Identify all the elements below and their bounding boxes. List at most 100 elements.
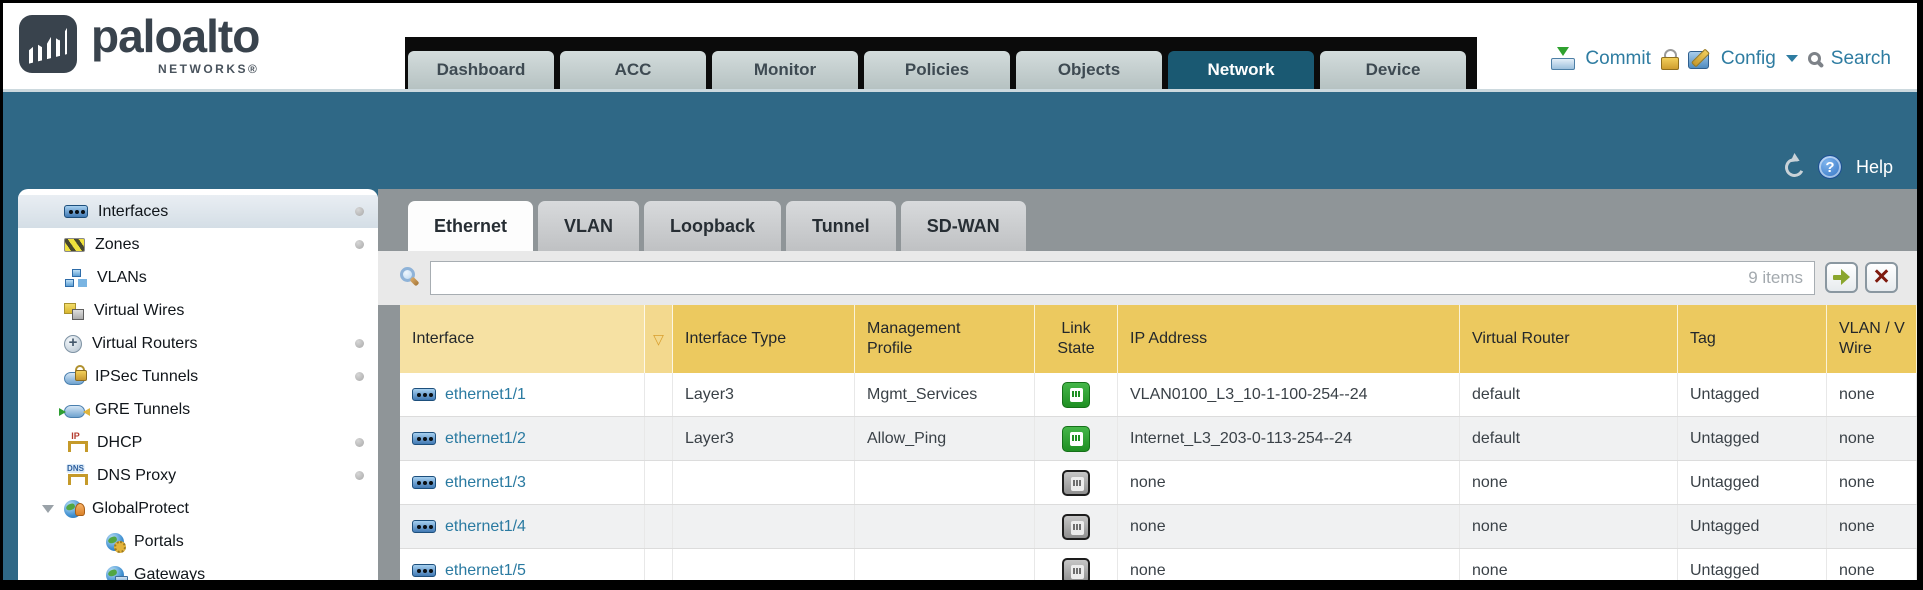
tab-objects[interactable]: Objects xyxy=(1016,51,1162,89)
column-header-linkstate[interactable]: Link State xyxy=(1035,305,1118,373)
sidebar-item-portals[interactable]: Portals xyxy=(18,525,378,558)
apply-filter-button[interactable] xyxy=(1825,262,1858,293)
interface-type-cell xyxy=(673,505,855,548)
interface-link[interactable]: ethernet1/3 xyxy=(445,473,526,491)
table-row-ethernet1-4[interactable]: ethernet1/4 none none Untagged none xyxy=(400,505,1917,549)
column-header-vlan-vwire[interactable]: VLAN / V Wire xyxy=(1827,305,1917,373)
dhcp-icon xyxy=(64,433,88,452)
management-profile-cell xyxy=(855,461,1035,504)
column-label: Link xyxy=(1061,320,1091,337)
table-row-ethernet1-5[interactable]: ethernet1/5 none none Untagged none xyxy=(400,549,1917,580)
interface-type-cell xyxy=(673,549,855,580)
subtab-label: Loopback xyxy=(670,215,756,236)
help-icon[interactable]: ? xyxy=(1817,155,1842,179)
subtab-vlan[interactable]: VLAN xyxy=(538,201,640,251)
config-link[interactable]: Config xyxy=(1720,47,1776,69)
ip-address-cell: none xyxy=(1118,549,1460,580)
sidebar-item-gre-tunnels[interactable]: GRE Tunnels xyxy=(18,393,378,426)
sort-triangle-icon: ▽ xyxy=(653,330,664,347)
table-row-ethernet1-1[interactable]: ethernet1/1 Layer3 Mgmt_Services VLAN0100_L… xyxy=(400,373,1917,417)
column-header-managementprofile[interactable]: Management Profile xyxy=(855,305,1035,373)
subtab-label: SD-WAN xyxy=(926,215,1000,236)
interface-cell: ethernet1/5 xyxy=(400,549,645,580)
interface-link[interactable]: ethernet1/5 xyxy=(445,561,526,579)
interface-cell: ethernet1/3 xyxy=(400,461,645,504)
status-dot xyxy=(355,240,364,249)
column-label-line2: Profile xyxy=(867,340,913,357)
management-profile-cell: Mgmt_Services xyxy=(855,373,1035,416)
sidebar-item-globalprotect[interactable]: GlobalProtect xyxy=(18,492,378,525)
column-header-interface-type[interactable]: Interface Type xyxy=(673,305,855,373)
link-state-cell xyxy=(1035,417,1118,460)
sidebar-item-label: GRE Tunnels xyxy=(95,400,191,418)
commit-link[interactable]: Commit xyxy=(1585,47,1651,69)
virtual-router-cell: default xyxy=(1460,417,1678,460)
column-label: Tag xyxy=(1690,330,1716,347)
sidebar-item-gateways[interactable]: Gateways xyxy=(18,558,378,580)
sidebar-item-virtual-routers[interactable]: Virtual Routers xyxy=(18,327,378,360)
ethernet-interface-icon xyxy=(412,388,436,401)
tab-acc[interactable]: ACC xyxy=(560,51,706,89)
sidebar-item-label: Virtual Routers xyxy=(92,334,198,352)
main-content: Ethernet VLAN Loopback Tunnel SD-WAN 9 items… xyxy=(378,189,1917,580)
tab-label: Device xyxy=(1365,60,1421,79)
sidebar-item-virtual-wires[interactable]: Virtual Wires xyxy=(18,294,378,327)
tab-network[interactable]: Network xyxy=(1168,51,1314,89)
sidebar-item-dns-proxy[interactable]: DNS Proxy xyxy=(18,459,378,492)
sidebar-item-ipsec-tunnels[interactable]: IPSec Tunnels xyxy=(18,360,378,393)
column-header-tag[interactable]: Tag xyxy=(1678,305,1827,373)
sort-spacer-cell xyxy=(645,549,673,580)
column-header-virtual-router[interactable]: Virtual Router xyxy=(1460,305,1678,373)
column-label-line2: State xyxy=(1057,340,1095,357)
zones-icon xyxy=(64,237,85,252)
tab-policies[interactable]: Policies xyxy=(864,51,1010,89)
vlan-wire-cell: none xyxy=(1827,373,1917,416)
tab-monitor[interactable]: Monitor xyxy=(712,51,858,89)
interface-link[interactable]: ethernet1/1 xyxy=(445,385,526,403)
expand-triangle-icon[interactable] xyxy=(42,505,54,519)
gateways-icon xyxy=(106,565,128,580)
sidebar-item-dhcp[interactable]: DHCP xyxy=(18,426,378,459)
config-caret-icon[interactable] xyxy=(1785,55,1798,68)
lock-icon[interactable] xyxy=(1660,48,1679,70)
sort-dropdown[interactable]: ▽ xyxy=(645,305,673,373)
sidebar-item-zones[interactable]: Zones xyxy=(18,228,378,261)
refresh-icon[interactable] xyxy=(1782,154,1807,180)
column-header-interface[interactable]: Interface xyxy=(400,305,645,373)
clear-filter-button[interactable]: × xyxy=(1865,262,1898,293)
app-window: paloalto NETWORKS® Dashboard ACC Monitor Po… xyxy=(3,3,1917,580)
filter-input[interactable] xyxy=(430,261,1815,295)
interface-link[interactable]: ethernet1/4 xyxy=(445,517,526,535)
virtual-router-cell: none xyxy=(1460,461,1678,504)
ethernet-interface-icon xyxy=(412,476,436,489)
sidebar-item-label: GlobalProtect xyxy=(92,499,189,517)
table-row-ethernet1-3[interactable]: ethernet1/3 none none Untagged none xyxy=(400,461,1917,505)
sidebar-item-label: Gateways xyxy=(134,565,206,581)
table-row-ethernet1-2[interactable]: ethernet1/2 Layer3 Allow_Ping Internet_L3_2… xyxy=(400,417,1917,461)
search-link[interactable]: Search xyxy=(1830,47,1891,69)
tab-dashboard[interactable]: Dashboard xyxy=(408,51,554,89)
subtab-tunnel[interactable]: Tunnel xyxy=(786,201,896,251)
sidebar-item-interfaces[interactable]: Interfaces xyxy=(18,195,378,228)
subtab-label: Ethernet xyxy=(434,215,508,236)
sidebar-item-label: IPSec Tunnels xyxy=(95,367,199,385)
link-state-down-icon xyxy=(1062,557,1090,580)
help-link[interactable]: Help xyxy=(1855,156,1893,177)
subtab-ethernet[interactable]: Ethernet xyxy=(408,201,534,251)
interface-cell: ethernet1/2 xyxy=(400,417,645,460)
brand-name: paloalto xyxy=(91,10,260,62)
subtab-label: Tunnel xyxy=(812,215,870,236)
tag-cell: Untagged xyxy=(1678,549,1827,580)
interface-link[interactable]: ethernet1/2 xyxy=(445,429,526,447)
sidebar-item-vlans[interactable]: VLANs xyxy=(18,261,378,294)
gre-tunnels-icon xyxy=(59,404,90,418)
column-header-ip-address[interactable]: IP Address xyxy=(1118,305,1460,373)
sidebar-item-label: Virtual Wires xyxy=(94,301,185,319)
status-dot xyxy=(355,372,364,381)
subtab-sd-wan[interactable]: SD-WAN xyxy=(900,201,1026,251)
interfaces-table: Interface ▽ Interface Type Management Profil… xyxy=(400,305,1917,580)
header-divider xyxy=(3,89,1917,92)
tab-device[interactable]: Device xyxy=(1320,51,1466,89)
subtab-loopback[interactable]: Loopback xyxy=(644,201,782,251)
interface-type-cell xyxy=(673,461,855,504)
